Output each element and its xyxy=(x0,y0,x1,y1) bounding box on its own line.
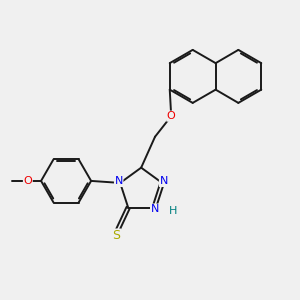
Text: O: O xyxy=(23,176,32,186)
Text: H: H xyxy=(169,206,178,216)
Text: N: N xyxy=(160,176,168,187)
Text: O: O xyxy=(167,111,176,121)
Text: N: N xyxy=(151,204,159,214)
Text: N: N xyxy=(115,176,123,187)
Text: S: S xyxy=(112,229,120,242)
